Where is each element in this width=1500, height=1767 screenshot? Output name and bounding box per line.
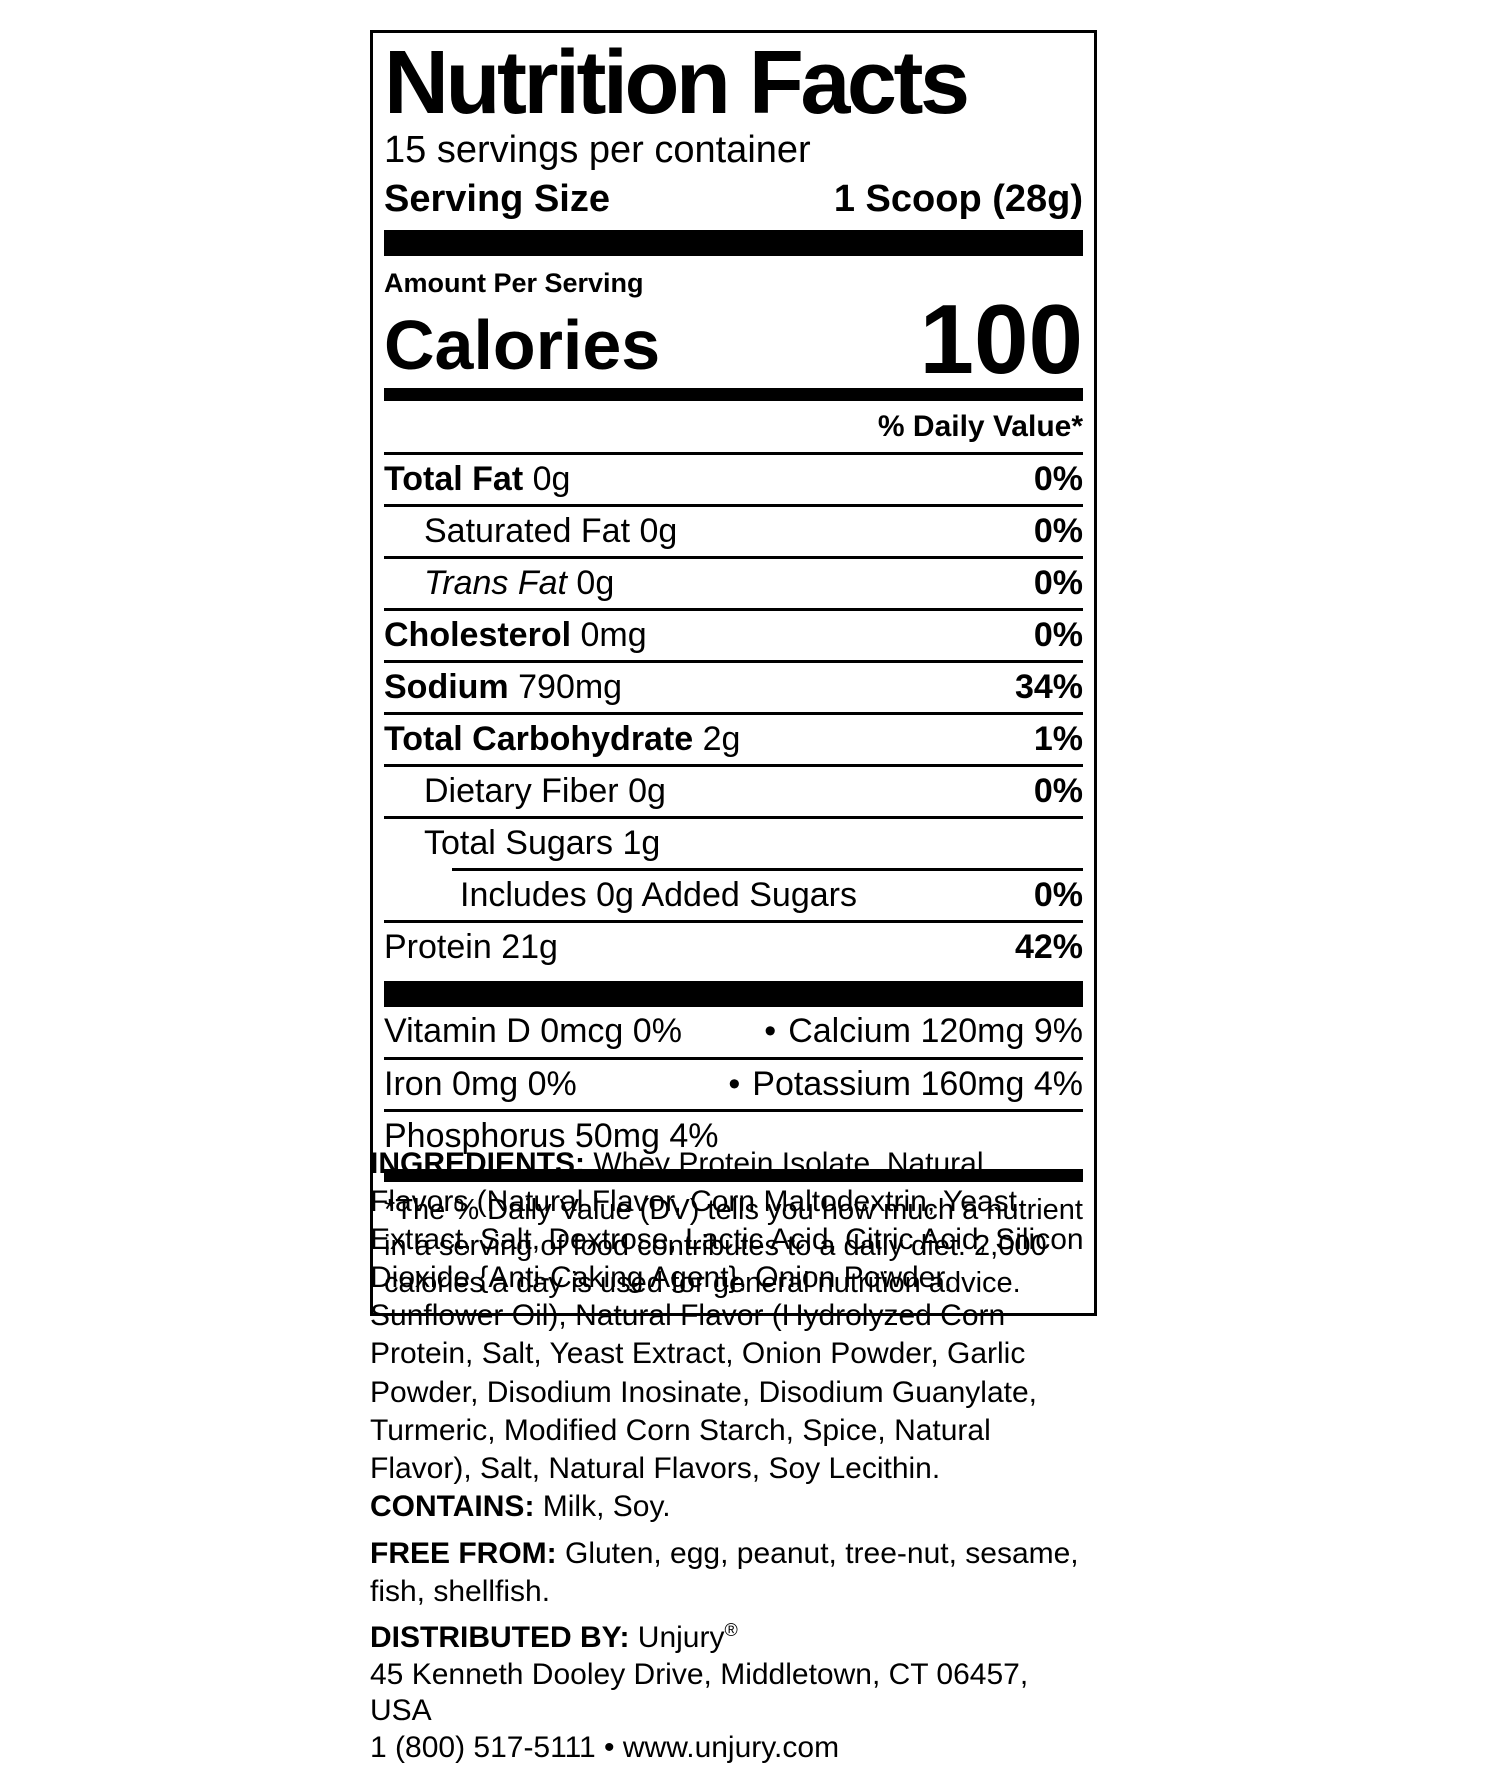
micronutrient-row-vitamin-d-calcium: Vitamin D 0mcg 0% • Calcium 120mg 9% [384, 1007, 1083, 1056]
daily-value-footnote: *The % Daily Value (DV) tells you how mu… [384, 1193, 1083, 1299]
nutrient-row-total-fat: Total Fat 0g 0% [384, 451, 1083, 504]
label-footer-text: INGREDIENTS: Whey Protein Isolate, Natur… [370, 1145, 1086, 1767]
nutrient-dv: 1% [1033, 720, 1083, 759]
distributed-by-label: DISTRIBUTED BY: [370, 1621, 630, 1655]
free-from-line: FREE FROM: Gluten, egg, peanut, tree-nut… [370, 1535, 1086, 1611]
free-from-label: FREE FROM: [370, 1536, 557, 1570]
indented-rule [452, 868, 1083, 872]
nutrient-dv: 0% [1033, 615, 1083, 654]
calories-label: Calories [384, 305, 661, 384]
micronutrient-left: Vitamin D 0mcg 0% [384, 1012, 682, 1051]
contains-label: CONTAINS: [370, 1489, 535, 1523]
micronutrient-right: Calcium 120mg 9% [788, 1012, 1083, 1051]
nutrient-row-trans-fat: Trans Fat 0g 0% [384, 555, 1083, 608]
nutrient-amount: 0g [576, 563, 615, 602]
nutrient-row-protein: Protein 21g 42% [384, 920, 1083, 972]
serving-size-row: Serving Size 1 Scoop (28g) [384, 178, 1083, 221]
calories-row: Calories 100 [384, 284, 1083, 395]
nutrient-amount: 21g [501, 928, 558, 967]
nutrient-dv: 0% [1033, 772, 1083, 811]
nutrient-dv: 0% [1033, 459, 1083, 498]
nutrient-name: Saturated Fat [424, 511, 631, 550]
micronutrient-right: Potassium 160mg 4% [752, 1064, 1083, 1103]
medium-divider-bar [384, 387, 1083, 401]
nutrient-amount: 790mg [518, 667, 623, 706]
nutrient-name: Trans Fat [424, 563, 567, 602]
nutrition-facts-panel: Nutrition Facts 15 servings per containe… [370, 30, 1097, 1317]
nutrient-amount: 0g [628, 772, 666, 811]
serving-size-value: 1 Scoop (28g) [833, 178, 1083, 221]
contains-text: Milk, Soy. [534, 1489, 671, 1523]
medium-divider-bar [384, 1168, 1083, 1182]
nutrient-name: Total Carbohydrate [384, 720, 694, 759]
distributed-by-line: DISTRIBUTED BY: Unjury® [370, 1620, 1086, 1657]
nutrient-amount: 0mg [580, 615, 647, 654]
nutrient-row-dietary-fiber: Dietary Fiber 0g 0% [384, 764, 1083, 816]
nutrient-dv: 0% [1033, 563, 1083, 602]
nutrient-dv: 42% [1014, 928, 1083, 967]
nutrient-amount: 0g [532, 459, 571, 498]
nutrient-dv: 34% [1014, 667, 1083, 706]
amount-per-serving-label: Amount Per Serving [384, 268, 644, 299]
nutrient-row-added-sugars: Includes 0g Added Sugars 0% [384, 871, 1083, 920]
calories-value: 100 [919, 284, 1083, 395]
micronutrient-left: Phosphorus 50mg 4% [384, 1116, 719, 1155]
nutrient-row-saturated-fat: Saturated Fat 0g 0% [384, 503, 1083, 556]
nutrient-name: Includes 0g Added Sugars [460, 876, 857, 915]
nutrient-row-sodium: Sodium 790mg 34% [384, 659, 1083, 712]
servings-per-container: 15 servings per container [384, 128, 811, 171]
distributor-address: 45 Kenneth Dooley Drive, Middletown, CT … [370, 1657, 1029, 1728]
nutrient-amount: 2g [702, 720, 741, 759]
nutrient-row-total-sugars: Total Sugars 1g [384, 816, 1083, 868]
thick-divider-bar [384, 981, 1083, 1008]
nutrient-name: Total Fat [384, 459, 524, 498]
thick-divider-bar [384, 230, 1083, 257]
micronutrient-row-iron-potassium: Iron 0mg 0% • Potassium 160mg 4% [384, 1056, 1083, 1109]
distributor-block: DISTRIBUTED BY: Unjury® 45 Kenneth Doole… [370, 1620, 1086, 1766]
nutrient-name: Protein [384, 928, 492, 967]
nutrient-amount: 1g [622, 824, 661, 863]
bullet-separator: • [764, 1012, 777, 1051]
nutrient-dv: 0% [1033, 511, 1083, 550]
ingredients-label: INGREDIENTS: [370, 1147, 586, 1180]
nutrient-name: Cholesterol [384, 615, 572, 654]
distributor-phone-website: 1 (800) 517-5111 • www.unjury.com [370, 1730, 840, 1764]
micronutrients-section: Vitamin D 0mcg 0% • Calcium 120mg 9% Iron… [384, 1007, 1083, 1160]
nutrient-name: Sodium [384, 667, 509, 706]
micronutrient-row-phosphorus: Phosphorus 50mg 4% [384, 1108, 1083, 1161]
nutrient-name: Dietary Fiber [424, 772, 619, 811]
nutrient-name: Total Sugars [424, 824, 613, 863]
serving-size-label: Serving Size [384, 178, 610, 221]
nutrient-row-cholesterol: Cholesterol 0mg 0% [384, 607, 1083, 660]
daily-value-header: % Daily Value* [877, 409, 1083, 443]
nutrition-facts-title: Nutrition Facts [384, 33, 970, 133]
ingredients-text: Whey Protein Isolate, Natural Flavors (N… [370, 1147, 1084, 1485]
micronutrient-left: Iron 0mg 0% [384, 1064, 577, 1103]
registered-trademark-symbol: ® [724, 1620, 738, 1641]
ingredients-paragraph: INGREDIENTS: Whey Protein Isolate, Natur… [370, 1145, 1086, 1526]
nutrient-amount: 0g [639, 511, 678, 550]
nutrient-row-total-carbohydrate: Total Carbohydrate 2g 1% [384, 712, 1083, 764]
bullet-separator: • [728, 1064, 741, 1103]
nutrient-dv: 0% [1033, 876, 1083, 915]
distributor-name: Unjury [629, 1621, 725, 1655]
